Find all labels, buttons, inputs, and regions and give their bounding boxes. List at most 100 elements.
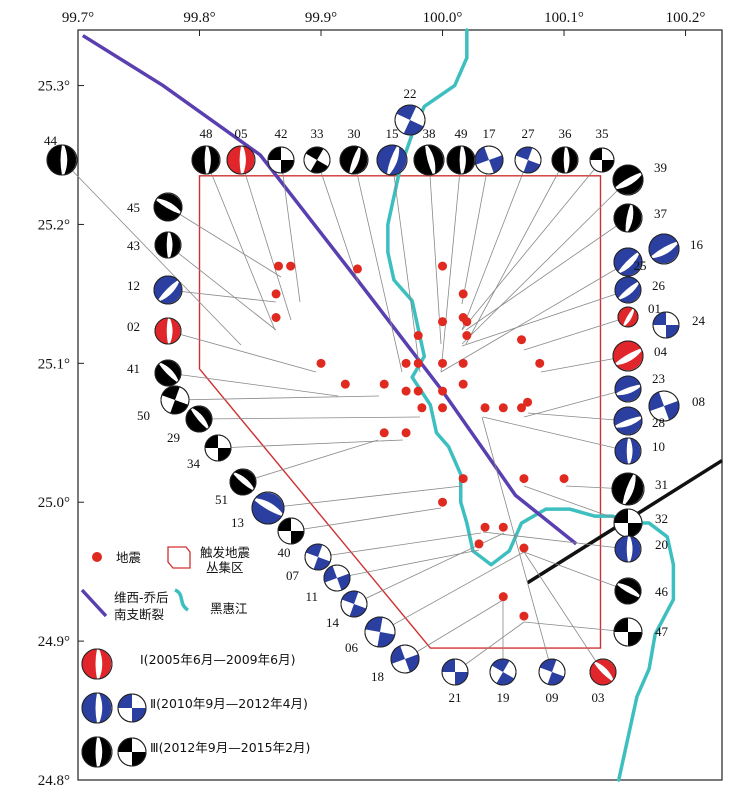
focal-mechanism-50 <box>160 385 190 415</box>
mechanism-id-label: 31 <box>655 477 668 492</box>
earthquake-event <box>462 331 472 341</box>
earthquake-event <box>523 397 533 407</box>
mechanism-id-label: 40 <box>278 545 291 560</box>
focal-mechanism-47 <box>613 617 643 647</box>
focal-mechanism-15 <box>376 144 408 176</box>
mechanism-id-label: 08 <box>692 394 705 409</box>
earthquake-event <box>413 386 423 396</box>
axis-labels: 99.7° 99.8° 99.9° 100.0° 100.1° 100.2° 25.3° 25… <box>38 10 706 789</box>
legend-period2-icon-a <box>81 692 113 724</box>
legend-period1-icon <box>81 648 113 680</box>
mechanism-id-label: 18 <box>371 669 384 684</box>
lat-tick-label: 24.8° <box>38 773 70 789</box>
focal-mechanism-35 <box>589 147 615 173</box>
mechanism-id-label: 38 <box>423 126 436 141</box>
earthquake-event <box>413 331 423 341</box>
leader-line <box>454 621 525 673</box>
leader-line <box>336 549 480 579</box>
leader-line <box>167 289 277 303</box>
earthquake-event <box>401 358 411 368</box>
earthquake-event <box>352 264 362 274</box>
earthquake-event <box>316 358 326 368</box>
leader-line <box>482 416 629 452</box>
leader-line <box>198 416 421 420</box>
leader-line <box>316 159 359 283</box>
earthquake-event <box>273 261 283 271</box>
focal-mechanism-03 <box>589 658 617 686</box>
focal-mechanism-18 <box>390 644 420 674</box>
mechanism-id-label: 30 <box>348 126 361 141</box>
mechanism-id-label: 44 <box>44 133 58 148</box>
river-path <box>386 28 676 782</box>
focal-mechanism-25 <box>613 247 643 277</box>
focal-mechanism-07 <box>304 543 332 571</box>
leader-line <box>523 388 629 418</box>
focal-mechanism-51 <box>229 468 257 496</box>
earthquake-event <box>286 261 296 271</box>
earthquake-event <box>340 379 350 389</box>
earthquake-event <box>462 317 472 327</box>
focal-mechanism-04 <box>612 340 644 372</box>
leader-lines <box>61 159 629 673</box>
focal-mechanism-11 <box>323 564 351 592</box>
mechanism-id-label: 37 <box>654 206 668 221</box>
focal-mechanism-13 <box>251 491 285 525</box>
leader-line <box>167 206 282 278</box>
earthquake-event <box>519 543 529 553</box>
earthquake-event <box>379 379 389 389</box>
legend-period3-label: Ⅲ(2012年9月—2015年2月) <box>150 740 310 755</box>
leader-line <box>242 439 379 483</box>
leader-line <box>391 159 421 373</box>
lon-tick-label: 100.0° <box>423 10 463 26</box>
focal-mechanism-27 <box>514 146 542 174</box>
leader-line <box>167 372 339 397</box>
focal-mechanism-49 <box>446 145 476 175</box>
river-line <box>386 28 676 782</box>
mechanism-id-label: 16 <box>690 237 704 252</box>
focal-mechanism-02 <box>154 317 182 345</box>
mechanism-id-label: 27 <box>522 126 536 141</box>
legend: 地震 触发地震 丛集区 维西-乔后 南支断裂 黑惠江 Ⅰ(2005年6月—200… <box>80 545 310 768</box>
mechanism-id-label: 05 <box>235 126 248 141</box>
cluster-boundary <box>198 175 602 649</box>
earthquake-events <box>271 261 569 621</box>
focal-mechanism-12 <box>153 275 183 305</box>
legend-event-label: 地震 <box>116 550 142 565</box>
legend-period2-icon-b <box>117 693 147 723</box>
earthquake-event <box>458 379 468 389</box>
focal-mechanism-40 <box>277 517 305 545</box>
mechanism-id-label: 13 <box>231 515 244 530</box>
legend-event-icon <box>92 552 102 562</box>
mechanism-id-label: 50 <box>137 408 150 423</box>
lon-tick-label: 99.9° <box>305 10 337 26</box>
mechanism-id-label: 11 <box>305 589 318 604</box>
focal-mechanism-44 <box>46 144 78 176</box>
mechanism-id-label: 15 <box>386 126 399 141</box>
focal-mechanism-39 <box>612 164 644 196</box>
leader-line <box>523 621 629 633</box>
leader-line <box>461 289 629 347</box>
earthquake-event <box>438 358 448 368</box>
leader-line <box>440 159 462 373</box>
mechanism-id-label: 41 <box>127 361 140 376</box>
earthquake-event <box>438 403 448 413</box>
leader-line <box>527 412 629 422</box>
earthquake-event <box>417 403 427 413</box>
legend-fault-label-1: 维西-乔后 <box>114 590 169 605</box>
legend-ball-period2-a <box>81 692 113 724</box>
focal-mechanism-26 <box>614 276 642 304</box>
legend-ball-period1 <box>81 648 113 680</box>
leader-line <box>353 159 403 373</box>
focal-mechanism-48 <box>191 145 221 175</box>
earthquake-event <box>474 539 484 549</box>
leader-line <box>461 159 603 331</box>
focal-mechanism-20 <box>614 535 642 563</box>
earthquake-event <box>438 261 448 271</box>
leader-line <box>461 159 529 331</box>
earthquake-event <box>480 403 490 413</box>
mechanism-id-label: 47 <box>655 624 669 639</box>
focal-mechanism-37 <box>613 203 643 233</box>
focal-mechanism-08 <box>648 390 680 422</box>
mechanism-id-label: 42 <box>275 126 288 141</box>
